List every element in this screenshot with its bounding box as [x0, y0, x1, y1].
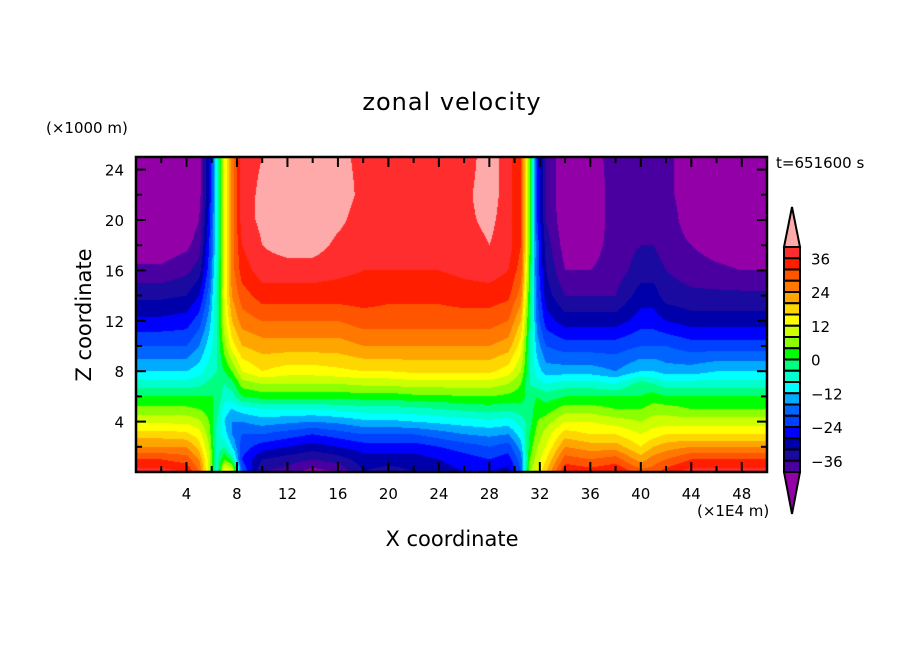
- x-tick-label: 12: [278, 485, 297, 503]
- colorbar-box: [783, 392, 801, 406]
- colorbar-box: [783, 324, 801, 338]
- colorbar-tick-label: −24: [811, 419, 843, 437]
- colorbar-box: [783, 336, 801, 350]
- y-tick-label: 4: [114, 414, 124, 432]
- colorbar-box: [783, 403, 801, 417]
- colorbar-tick-label: 0: [811, 352, 821, 370]
- colorbar-box: [783, 347, 801, 361]
- chart-title: zonal velocity: [362, 88, 542, 116]
- y-axis-unit-label: (×1000 m): [46, 119, 128, 137]
- x-tick-label: 40: [631, 485, 650, 503]
- y-tick-label: 16: [105, 262, 124, 280]
- colorbar-tick-label: 24: [811, 284, 830, 302]
- colorbar-tick-label: 12: [811, 318, 830, 336]
- colorbar-box: [783, 313, 801, 327]
- x-tick-label: 16: [328, 485, 347, 503]
- colorbar-box: [783, 302, 801, 316]
- colorbar-box: [783, 279, 801, 293]
- x-tick-label: 24: [429, 485, 448, 503]
- colorbar-over-arrow: [782, 206, 802, 248]
- colorbar-box: [783, 381, 801, 395]
- colorbar-box: [783, 358, 801, 372]
- x-tick-label: 4: [182, 485, 192, 503]
- colorbar-box: [783, 369, 801, 383]
- x-axis-unit-label: (×1E4 m): [697, 502, 770, 520]
- colorbar-box: [783, 291, 801, 305]
- colorbar-box: [783, 268, 801, 282]
- plot-frame: [134, 155, 769, 474]
- colorbar-tick-label: −36: [811, 453, 843, 471]
- colorbar-box: [783, 448, 801, 462]
- colorbar-box: [783, 459, 801, 473]
- colorbar-tick-label: 36: [811, 250, 830, 268]
- y-tick-label: 12: [105, 313, 124, 331]
- colorbar-box: [783, 426, 801, 440]
- y-tick-label: 24: [105, 162, 124, 180]
- x-tick-label: 20: [379, 485, 398, 503]
- colorbar-under-arrow: [782, 471, 802, 515]
- time-annotation: t=651600 s: [776, 154, 865, 172]
- x-tick-label: 8: [232, 485, 242, 503]
- x-tick-label: 32: [530, 485, 549, 503]
- colorbar-tick-label: −12: [811, 385, 843, 403]
- colorbar-box: [783, 246, 801, 260]
- x-tick-label: 28: [480, 485, 499, 503]
- y-tick-label: 8: [114, 363, 124, 381]
- x-axis-label: X coordinate: [385, 527, 519, 551]
- x-tick-label: 36: [581, 485, 600, 503]
- y-tick-label: 20: [105, 212, 124, 230]
- colorbar-box: [783, 437, 801, 451]
- colorbar-box: [783, 257, 801, 271]
- x-tick-label: 48: [732, 485, 751, 503]
- x-tick-label: 44: [682, 485, 701, 503]
- contour-field: [136, 157, 767, 472]
- colorbar-box: [783, 414, 801, 428]
